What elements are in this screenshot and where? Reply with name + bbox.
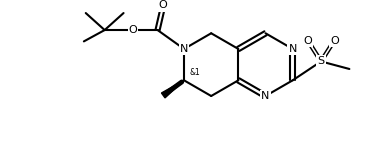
Text: O: O [159,1,168,10]
Polygon shape [161,80,184,98]
Text: N: N [261,91,270,101]
Text: O: O [303,36,312,46]
Text: S: S [317,56,325,66]
Text: O: O [129,25,137,35]
Text: N: N [288,44,297,54]
Text: O: O [330,36,339,46]
Text: N: N [180,44,188,54]
Text: &1: &1 [190,68,200,77]
